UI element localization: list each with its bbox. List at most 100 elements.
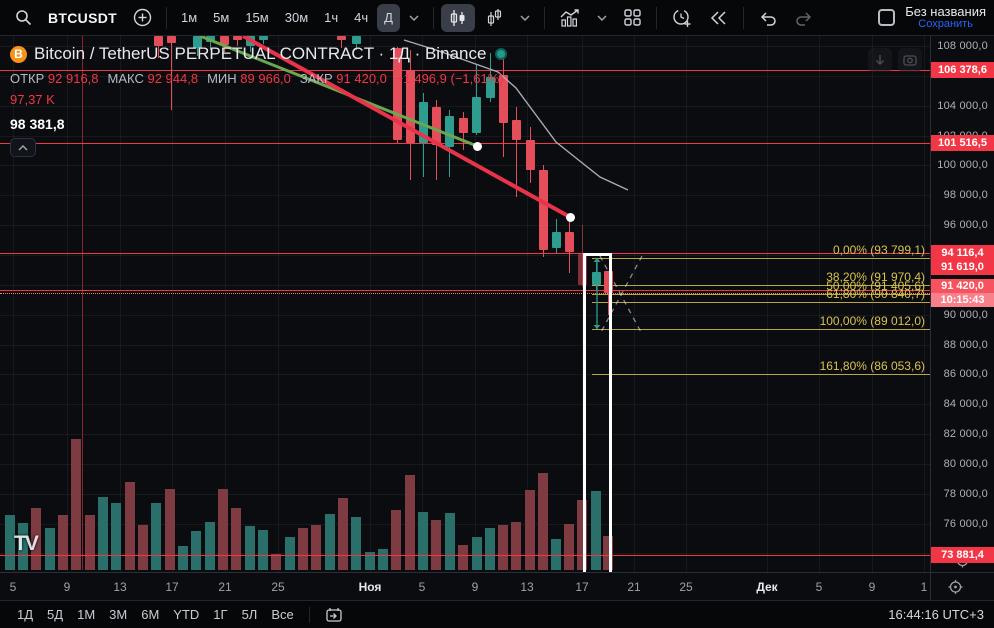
time-tick-9: 9: [63, 579, 71, 594]
range-3М[interactable]: 3М: [109, 607, 128, 622]
range-1Г[interactable]: 1Г: [213, 607, 228, 622]
chart-style-candles-button[interactable]: [440, 3, 475, 32]
chart-pane[interactable]: B Bitcoin / TetherUS PERPETUAL CONTRACT …: [0, 36, 930, 572]
time-axis-settings[interactable]: [948, 579, 963, 594]
plus-circle-icon: [133, 8, 152, 27]
grid-line-h: [0, 225, 930, 227]
layout-button[interactable]: [616, 4, 649, 32]
search-icon: [16, 10, 32, 26]
indicators-dropdown[interactable]: [590, 4, 614, 32]
trend-anchor-dot[interactable]: [565, 212, 575, 222]
undo-button[interactable]: [751, 4, 785, 32]
bar-close-countdown: 10:15:43: [931, 293, 994, 308]
save-checkbox[interactable]: [878, 9, 896, 26]
candle-body: [192, 36, 202, 48]
alert-clock-icon: [673, 8, 691, 27]
volume-bar: [285, 537, 295, 570]
ohlc-change: −1 496,9 (−1,61%): [395, 71, 504, 86]
timeframe-5м[interactable]: 5м: [213, 10, 230, 25]
range-group: 1Д 5Д 1М 3М 6М YTD 1Г 5Л Все: [10, 605, 301, 624]
timeframe-1ч[interactable]: 1ч: [324, 10, 339, 25]
save-link[interactable]: Сохранить: [918, 17, 973, 30]
price-level-line: [0, 290, 930, 292]
time-tick-13: 13: [113, 579, 127, 594]
tradingview-watermark: TV: [14, 532, 39, 555]
chart-style-dropdown[interactable]: [513, 4, 537, 32]
volume-bar: [218, 489, 228, 570]
volume-bar: [258, 530, 268, 570]
fib-level-label: 100,00% (89 012,0): [819, 314, 925, 329]
compare-add-button[interactable]: [126, 4, 159, 32]
timeframe-30м[interactable]: 30м: [284, 10, 309, 25]
grid-line-v: [686, 36, 687, 572]
volume-bar: [564, 524, 574, 570]
candle-body: [511, 120, 521, 141]
indicators-button[interactable]: [552, 4, 588, 32]
grid-line-v: [120, 36, 121, 572]
price-alert-label: 73 881,4: [931, 547, 994, 564]
timeframe-Д[interactable]: Д: [377, 3, 400, 32]
toolbar-divider: [165, 6, 167, 29]
candle-body: [336, 36, 346, 40]
price-tick: 104 000,0: [937, 99, 988, 112]
time-tick-13: 13: [520, 579, 534, 594]
symbol-name[interactable]: BTCUSDT: [48, 9, 117, 26]
volume-bar: [298, 528, 308, 570]
top-toolbar: BTCUSDT 1м 5м 15м 30м 1ч 4ч Д: [0, 0, 994, 36]
time-tick-5: 5: [815, 579, 823, 594]
candle-body: [166, 36, 176, 43]
highlight-rectangle-drawing[interactable]: [583, 253, 612, 572]
pane-move-down-button[interactable]: [868, 48, 892, 72]
current-price-label: 91 420,0 10:15:43: [931, 279, 994, 308]
timeframe-dropdown[interactable]: [402, 4, 426, 32]
legend-collapse-button[interactable]: [10, 138, 36, 157]
fib-level-label: 38,20% (91 970,4): [826, 270, 925, 285]
range-YTD[interactable]: YTD: [173, 607, 200, 622]
volume-bar: [418, 512, 428, 570]
fib-level-label: 61,80% (90 840,7): [826, 287, 925, 302]
range-5Л[interactable]: 5Л: [241, 607, 258, 622]
volume-bar: [525, 490, 535, 570]
time-tick-25: 25: [679, 579, 693, 594]
goto-date-button[interactable]: [318, 605, 350, 625]
range-1М[interactable]: 1М: [77, 607, 96, 622]
camera-icon: [903, 55, 917, 66]
chart-style-hollow-button[interactable]: [477, 4, 511, 32]
symbol-search-button[interactable]: [8, 4, 39, 32]
candle-body: [564, 231, 574, 252]
time-tick-9: 9: [471, 579, 479, 594]
timeframe-4ч[interactable]: 4ч: [354, 10, 369, 25]
grid-line-h: [0, 404, 930, 406]
volume-bar: [551, 539, 561, 570]
pane-screenshot-button[interactable]: [898, 48, 922, 72]
time-tick-5: 5: [9, 579, 17, 594]
legend-title-row: B Bitcoin / TetherUS PERPETUAL CONTRACT …: [10, 44, 508, 64]
volume-bar: [85, 515, 95, 570]
price-alert-label: 94 116,4: [931, 245, 994, 262]
range-Все[interactable]: Все: [271, 607, 294, 622]
time-axis[interactable]: 5 9 13 17 21 25 Ноя 5 9 13 17 21 25 Дек 5 9 1: [0, 572, 994, 600]
volume-bar: [391, 510, 401, 570]
range-1Д[interactable]: 1Д: [17, 607, 34, 622]
timeframe-15м[interactable]: 15м: [245, 10, 269, 25]
redo-button[interactable]: [787, 4, 821, 32]
hollow-candles-icon: [487, 8, 502, 26]
range-5Д[interactable]: 5Д: [47, 607, 64, 622]
chevron-up-icon: [18, 144, 28, 151]
arrow-down-icon: [876, 55, 884, 65]
vertical-line-drawing[interactable]: [82, 36, 83, 570]
volume-bar: [405, 475, 415, 570]
volume-bar: [311, 525, 321, 570]
replay-button[interactable]: [702, 4, 736, 32]
timeframe-1м[interactable]: 1м: [180, 10, 198, 25]
layout-title-block[interactable]: Без названия Сохранить: [905, 5, 986, 31]
range-6М[interactable]: 6М: [141, 607, 160, 622]
volume-bar: [138, 525, 148, 570]
grid-line-h: [0, 463, 930, 465]
chevron-down-icon: [409, 14, 419, 21]
session-clock[interactable]: 16:44:16 UTC+3: [888, 607, 984, 622]
alert-button[interactable]: [664, 4, 700, 32]
candle-body: [351, 36, 361, 44]
grid-line-v: [634, 36, 635, 572]
